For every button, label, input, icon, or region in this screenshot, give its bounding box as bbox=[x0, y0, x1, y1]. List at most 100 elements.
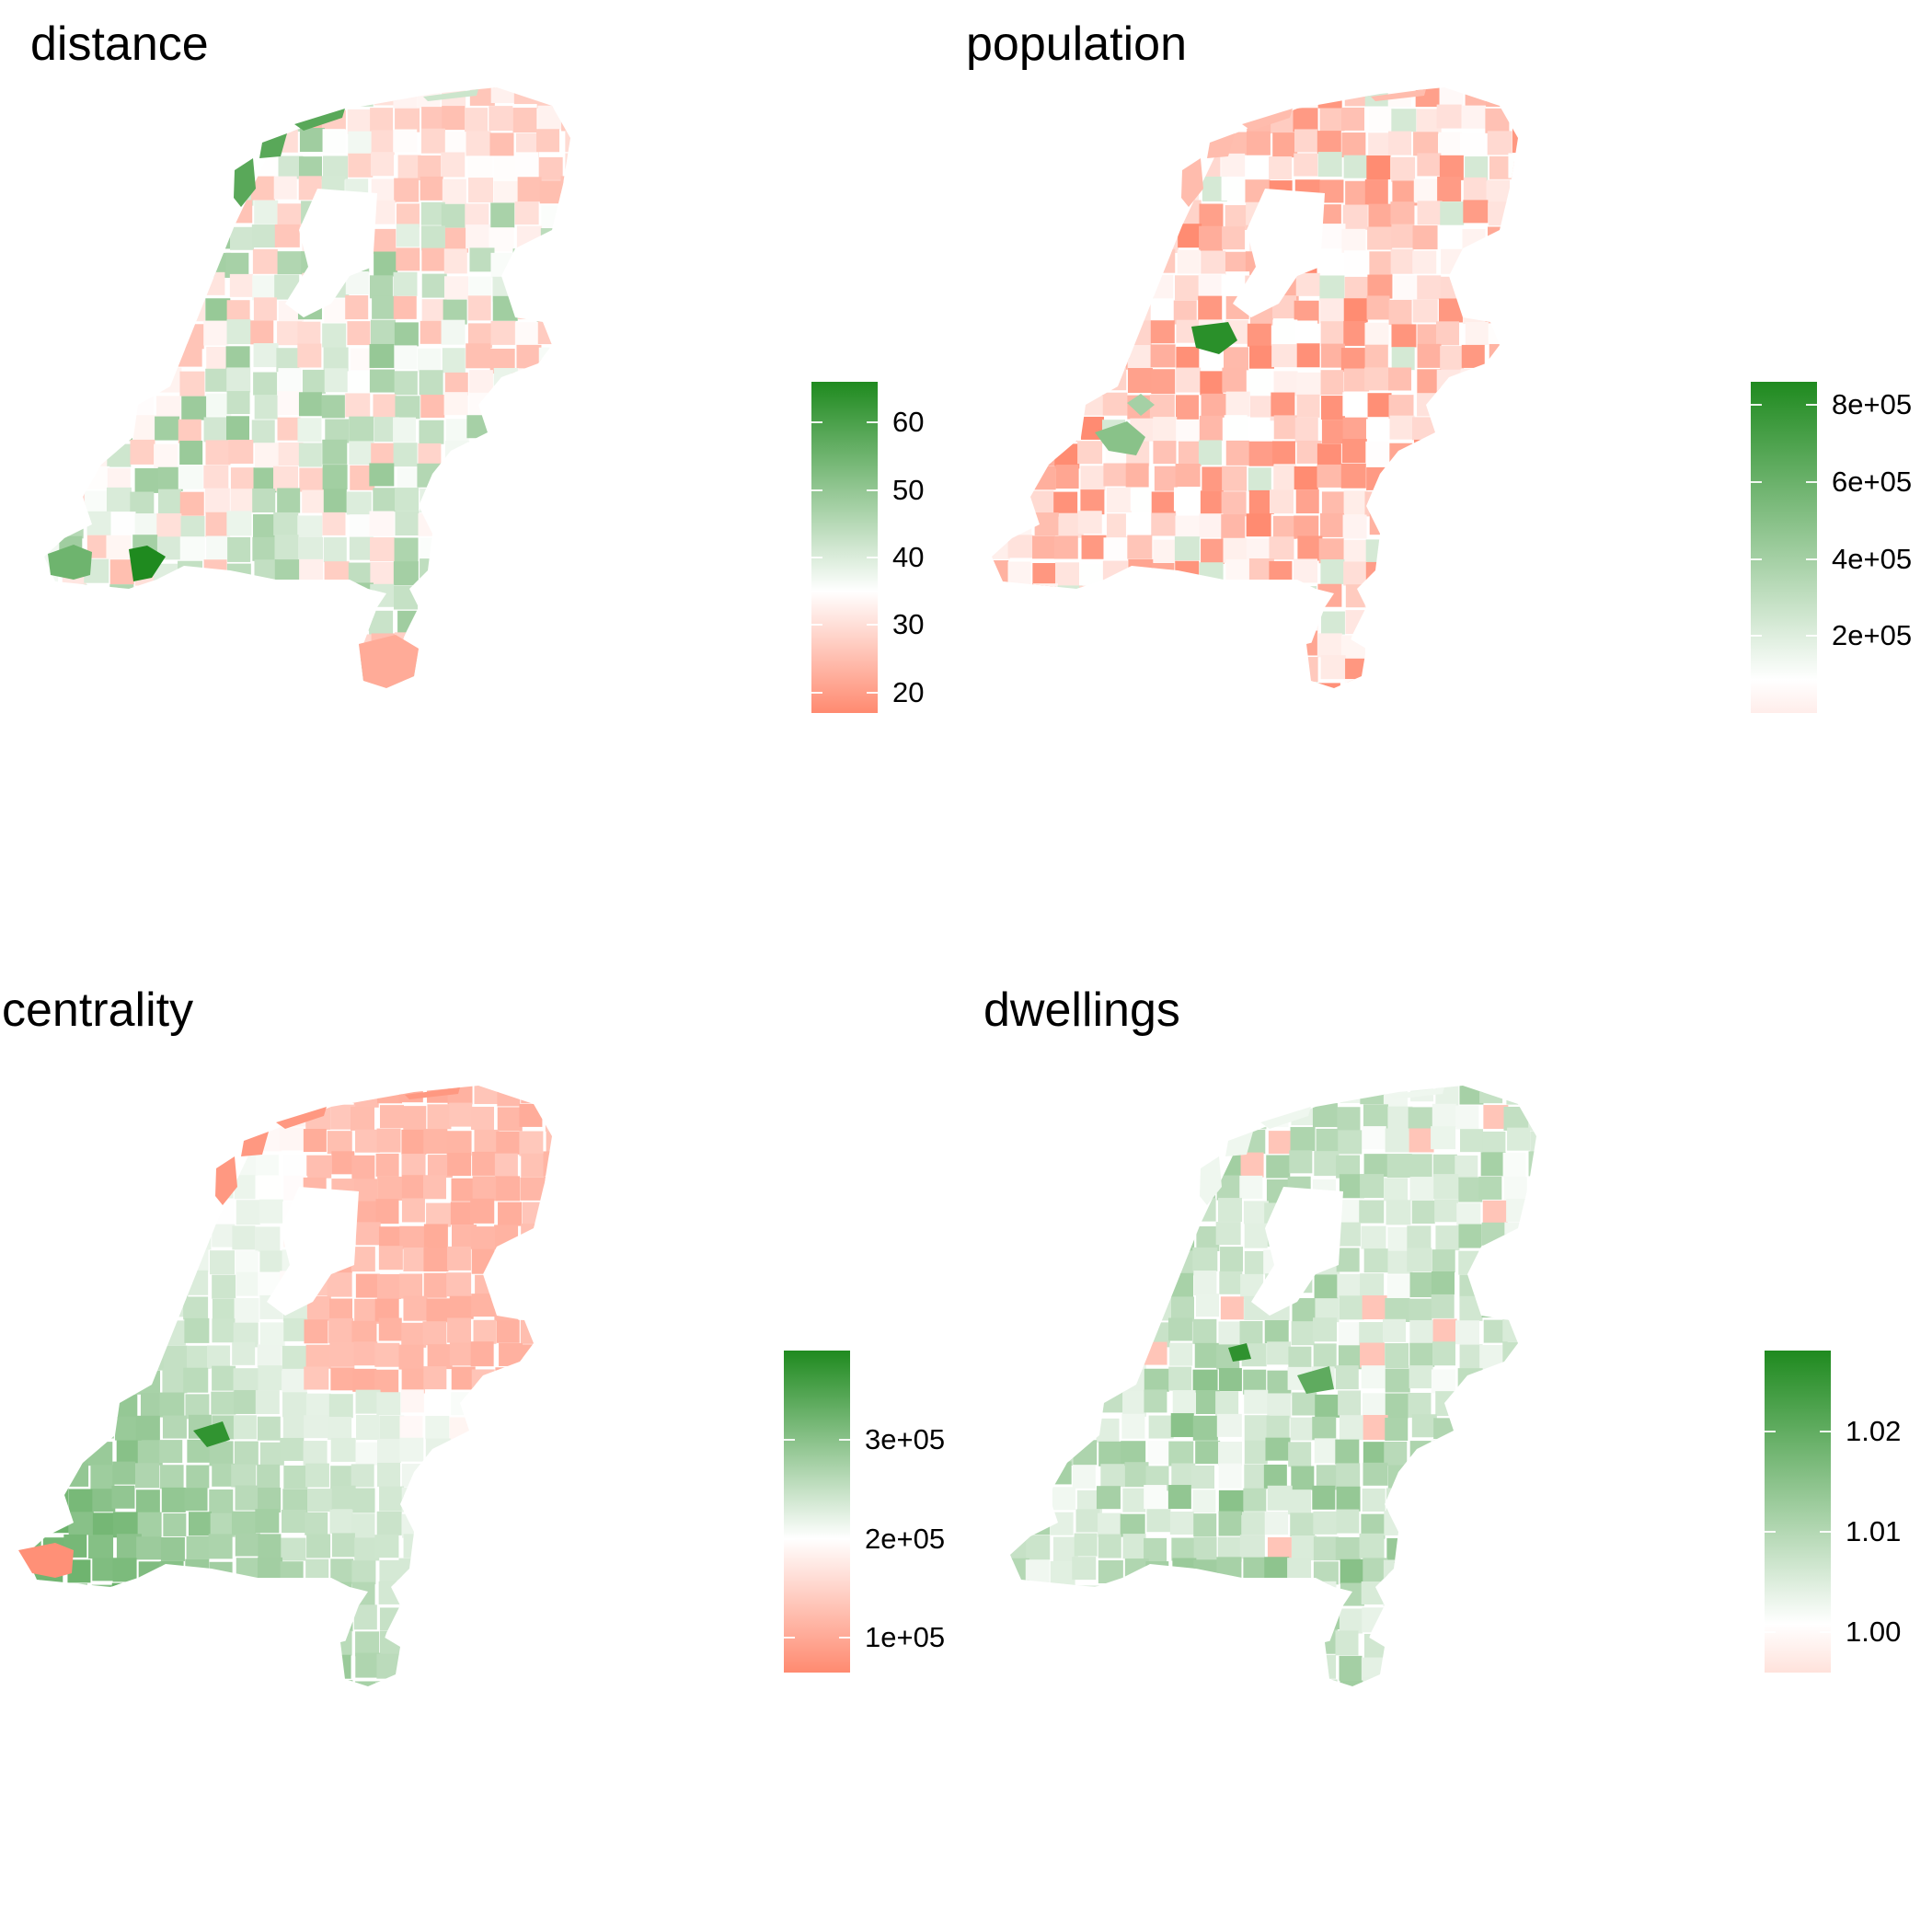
municipality-cell bbox=[1528, 1604, 1536, 1629]
municipality-cell bbox=[1269, 536, 1294, 560]
municipality-cell bbox=[323, 155, 349, 180]
municipality-cell bbox=[515, 658, 539, 684]
municipality-cell bbox=[163, 1512, 187, 1536]
municipality-cell bbox=[1319, 512, 1344, 537]
municipality-cell bbox=[1122, 1534, 1146, 1559]
municipality-cell bbox=[1241, 1106, 1267, 1130]
municipality-cell bbox=[1195, 1631, 1219, 1657]
wadden-island bbox=[215, 1156, 237, 1205]
municipality-cell bbox=[470, 1341, 494, 1367]
municipality-cell bbox=[203, 320, 229, 346]
municipality-cell bbox=[399, 1273, 423, 1299]
municipality-cell bbox=[40, 1198, 65, 1223]
municipality-cell bbox=[1192, 1369, 1218, 1393]
municipality-cell bbox=[1433, 1630, 1457, 1656]
municipality-cell bbox=[178, 87, 201, 109]
municipality-cell bbox=[992, 296, 1009, 322]
municipality-cell bbox=[68, 1489, 94, 1514]
municipality-cell bbox=[371, 130, 395, 155]
municipality-cell bbox=[1273, 371, 1298, 397]
municipality-cell bbox=[420, 320, 443, 344]
municipality-cell bbox=[1392, 180, 1418, 206]
municipality-cell bbox=[1241, 1512, 1265, 1535]
municipality-cell bbox=[1193, 1513, 1217, 1537]
municipality-cells bbox=[26, 1086, 552, 1686]
municipality-cell bbox=[1106, 346, 1130, 370]
municipality-cell bbox=[1290, 1417, 1316, 1441]
municipality-cell bbox=[427, 1344, 453, 1370]
municipality-cell bbox=[1033, 200, 1057, 225]
municipality-cell bbox=[1195, 1441, 1221, 1465]
municipality-cell bbox=[1100, 1365, 1125, 1390]
municipality-cell bbox=[1290, 1581, 1316, 1607]
municipality-cell bbox=[1177, 104, 1202, 130]
municipality-cell bbox=[1049, 1606, 1075, 1631]
municipality-cell bbox=[136, 1536, 162, 1560]
municipality-cell bbox=[251, 108, 276, 132]
municipality-cell bbox=[1433, 1418, 1458, 1443]
municipality-cell bbox=[473, 1488, 497, 1512]
municipality-cell bbox=[1078, 227, 1103, 251]
municipality-cell bbox=[1461, 561, 1487, 586]
municipality-cell bbox=[1530, 1131, 1536, 1156]
municipality-cell bbox=[1365, 441, 1389, 466]
municipality-cell bbox=[91, 1608, 116, 1633]
highlight-region bbox=[1297, 1366, 1334, 1394]
municipality-cell bbox=[1393, 607, 1418, 633]
municipality-cell bbox=[206, 87, 231, 106]
municipality-cell bbox=[465, 538, 490, 562]
municipality-cell bbox=[1199, 87, 1224, 107]
municipality-cell bbox=[1010, 1248, 1029, 1272]
municipality-cell bbox=[493, 418, 517, 443]
municipality-cell bbox=[1154, 466, 1178, 491]
municipality-cell bbox=[403, 1106, 427, 1131]
municipality-cell bbox=[182, 249, 206, 274]
municipality-cell bbox=[471, 1107, 495, 1131]
municipality-cell bbox=[1008, 87, 1034, 108]
municipality-cell bbox=[1409, 1560, 1434, 1585]
municipality-cell bbox=[1289, 1679, 1313, 1686]
municipality-cell bbox=[522, 1489, 546, 1515]
legend-colorbar bbox=[811, 382, 878, 713]
municipality-cell bbox=[230, 489, 256, 513]
municipality-cell bbox=[26, 1086, 45, 1106]
municipality-cell bbox=[183, 1367, 209, 1393]
municipality-cell bbox=[162, 1415, 187, 1439]
municipality-cell bbox=[209, 1679, 235, 1686]
municipality-cell bbox=[1178, 441, 1202, 466]
municipality-cell bbox=[1222, 226, 1246, 250]
municipality-cell bbox=[1411, 1414, 1437, 1438]
municipality-cell bbox=[1313, 1628, 1338, 1654]
municipality-cell bbox=[155, 202, 178, 227]
legend-tick-mark bbox=[1751, 480, 1817, 483]
municipality-cell bbox=[1359, 1322, 1385, 1347]
municipality-cell bbox=[1481, 1557, 1505, 1582]
municipality-cell bbox=[1267, 1633, 1293, 1658]
municipality-cell bbox=[1528, 1106, 1536, 1132]
municipality-cell bbox=[1171, 1198, 1195, 1223]
municipality-cell bbox=[1081, 109, 1107, 133]
municipality-cell bbox=[1387, 1465, 1411, 1489]
municipality-cell bbox=[1480, 1249, 1505, 1275]
municipality-cell bbox=[1220, 1607, 1244, 1631]
municipality-cell bbox=[1030, 608, 1056, 632]
municipality-cell bbox=[1151, 512, 1177, 536]
municipality-cell bbox=[1010, 1536, 1027, 1560]
municipality-cell bbox=[1297, 535, 1323, 561]
municipality-cell bbox=[1293, 657, 1318, 683]
municipality-cell bbox=[443, 392, 468, 416]
municipality-cell bbox=[1072, 1393, 1098, 1417]
municipality-cell bbox=[492, 537, 518, 561]
municipality-cell bbox=[41, 1086, 65, 1104]
municipality-cell bbox=[447, 1463, 472, 1488]
municipality-cell bbox=[1483, 1633, 1507, 1659]
municipality-cell bbox=[1224, 415, 1248, 441]
municipality-cell bbox=[471, 1681, 495, 1686]
municipality-cell bbox=[1463, 177, 1487, 201]
municipality-cell bbox=[1128, 631, 1152, 657]
municipality-cell bbox=[159, 1680, 184, 1686]
municipality-cell bbox=[1008, 611, 1033, 635]
municipality-cell bbox=[140, 1273, 165, 1297]
municipality-cell bbox=[1439, 537, 1465, 561]
municipality-cell bbox=[992, 344, 1006, 368]
